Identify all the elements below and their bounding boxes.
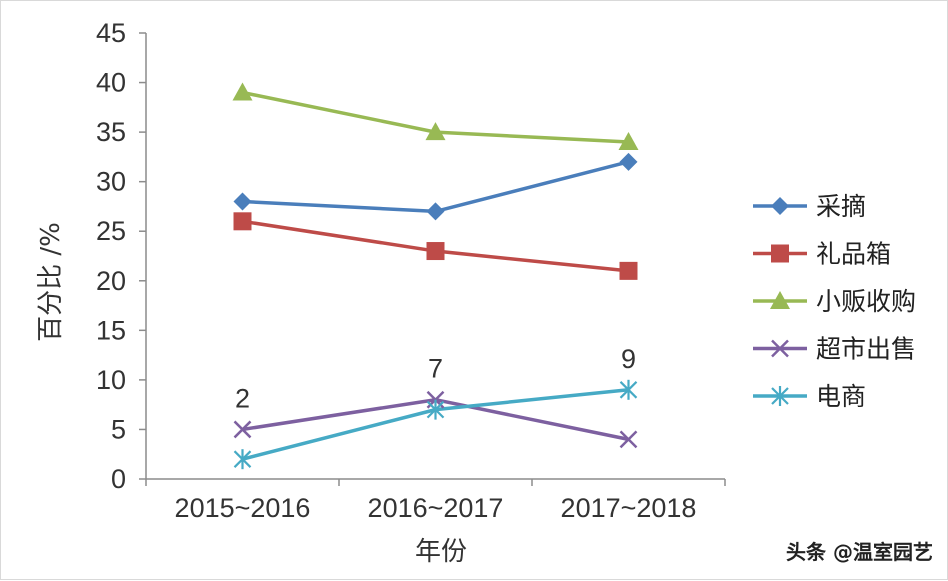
annotations: 2 7 9 [235, 344, 636, 414]
legend-label: 超市出售 [816, 335, 916, 364]
y-tick-label: 20 [96, 266, 126, 296]
x-axis-title: 年份 [415, 537, 467, 567]
legend-label: 礼品箱 [816, 240, 891, 269]
legend-marker [771, 244, 789, 263]
data-point-2 [426, 242, 445, 261]
axes [145, 33, 725, 480]
y-tick-label: 35 [96, 117, 126, 147]
data-point-2 [619, 261, 638, 280]
data-label: 7 [428, 354, 443, 384]
legend-marker [771, 386, 789, 406]
y-tick-label: 40 [96, 68, 126, 98]
y-tick-label: 10 [96, 365, 126, 395]
y-ticks: 0 5 10 15 20 25 30 35 40 45 [96, 18, 146, 494]
data-point-3 [425, 122, 446, 141]
legend-marker [770, 291, 790, 309]
data-point-5 [426, 399, 445, 420]
data-point-1 [619, 152, 638, 171]
data-point-4 [619, 430, 638, 449]
legend-marker [771, 197, 789, 215]
y-tick-label: 25 [96, 216, 126, 246]
legend-item: 超市出售 [753, 335, 916, 364]
y-tick-label: 45 [96, 18, 126, 48]
data-point-1 [426, 202, 445, 221]
x-category-label: 2017~2018 [561, 493, 697, 523]
x-category-label: 2016~2017 [368, 493, 504, 523]
data-point-2 [233, 212, 252, 231]
legend-item: 礼品箱 [753, 240, 891, 269]
y-tick-label: 0 [111, 464, 126, 494]
data-label: 2 [235, 383, 250, 413]
y-tick-label: 5 [111, 414, 126, 444]
watermark: 头条 @温室园艺 [786, 540, 933, 564]
legend-marker [771, 339, 789, 358]
legend-item: 小贩收购 [753, 287, 916, 316]
legend-label: 采摘 [816, 192, 866, 221]
data-label: 9 [621, 344, 636, 374]
series-markers [232, 82, 639, 470]
legend-label: 小贩收购 [816, 287, 916, 316]
legend-item: 采摘 [753, 192, 866, 221]
x-categories: 2015~2016 2016~2017 2017~2018 [145, 479, 726, 523]
data-point-3 [618, 132, 639, 151]
legend-item: 电商 [753, 382, 866, 411]
data-point-3 [232, 82, 253, 101]
data-point-4 [233, 420, 252, 439]
y-tick-label: 15 [96, 315, 126, 345]
legend-label: 电商 [816, 382, 866, 411]
x-category-label: 2015~2016 [175, 493, 311, 523]
data-point-5 [619, 379, 638, 400]
y-tick-label: 30 [96, 167, 126, 197]
data-point-1 [233, 192, 252, 211]
y-axis-title: 百分比 /% [36, 222, 66, 342]
data-point-5 [233, 449, 252, 470]
